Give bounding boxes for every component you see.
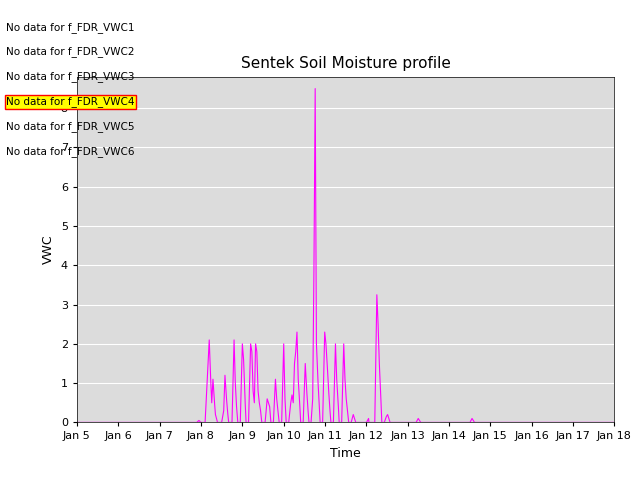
X-axis label: Time: Time bbox=[330, 447, 361, 460]
Text: No data for f_FDR_VWC1: No data for f_FDR_VWC1 bbox=[6, 22, 135, 33]
Title: Sentek Soil Moisture profile: Sentek Soil Moisture profile bbox=[241, 57, 451, 72]
Text: No data for f_FDR_VWC6: No data for f_FDR_VWC6 bbox=[6, 146, 135, 157]
Text: No data for f_FDR_VWC2: No data for f_FDR_VWC2 bbox=[6, 47, 135, 58]
Y-axis label: VWC: VWC bbox=[42, 235, 55, 264]
Text: No data for f_FDR_VWC3: No data for f_FDR_VWC3 bbox=[6, 72, 135, 83]
Text: No data for f_FDR_VWC5: No data for f_FDR_VWC5 bbox=[6, 121, 135, 132]
Text: No data for f_FDR_VWC4: No data for f_FDR_VWC4 bbox=[6, 96, 135, 108]
